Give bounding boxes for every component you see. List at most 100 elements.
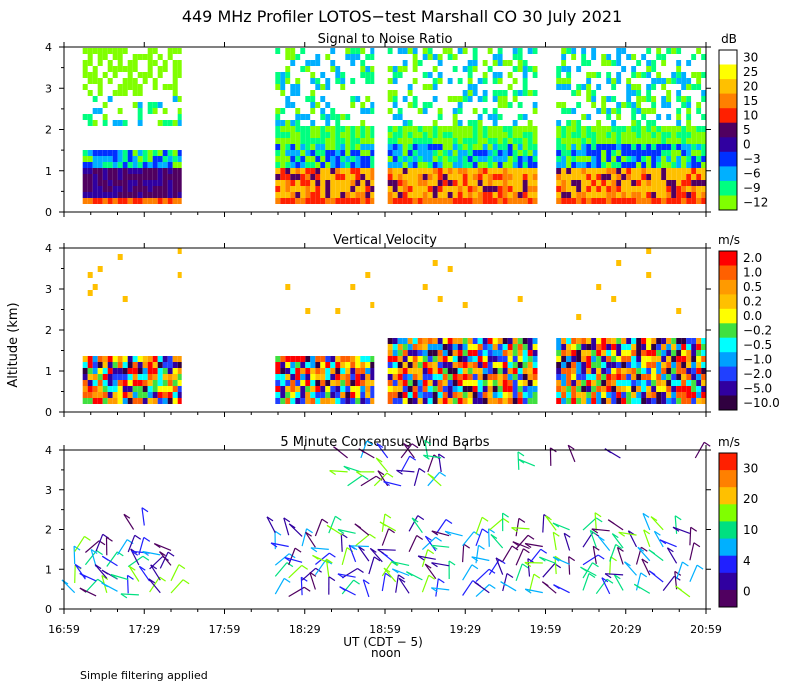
wind-barb <box>597 536 611 551</box>
heatmap-cell <box>315 192 321 198</box>
heatmap-cell <box>300 392 306 398</box>
heatmap-cell <box>681 108 687 114</box>
heatmap-cell <box>437 356 443 362</box>
heatmap-cell <box>275 392 281 398</box>
heatmap-cell <box>407 48 413 54</box>
heatmap-cell <box>177 102 182 108</box>
heatmap-cell <box>686 138 692 144</box>
heatmap-cell <box>370 54 375 60</box>
heatmap-cell <box>127 392 133 398</box>
heatmap-cell <box>502 356 508 362</box>
wind-barb <box>424 439 432 459</box>
heatmap-cell <box>315 54 321 60</box>
heatmap-cell <box>467 144 473 150</box>
heatmap-cell <box>527 132 533 138</box>
heatmap-cell <box>656 356 662 362</box>
heatmap-cell <box>320 392 326 398</box>
heatmap-cell <box>92 114 98 120</box>
heatmap-cell <box>112 192 118 198</box>
barb-flag <box>90 549 98 554</box>
heatmap-cell <box>127 78 133 84</box>
heatmap-cell <box>576 72 582 78</box>
heatmap-cell <box>157 174 163 180</box>
heatmap-cell <box>616 386 622 392</box>
barb-flag <box>350 545 358 551</box>
heatmap-cell <box>147 386 153 392</box>
colorbar-swatch <box>719 395 737 411</box>
heatmap-cell <box>661 338 667 344</box>
heatmap-cell <box>462 192 468 198</box>
barb-flag <box>79 587 87 593</box>
heatmap-cell <box>621 72 627 78</box>
heatmap-cell <box>365 48 371 54</box>
heatmap-cell <box>157 102 163 108</box>
heatmap-cell <box>290 48 296 54</box>
barb-flag <box>430 587 438 593</box>
wind-barb <box>609 544 623 562</box>
heatmap-cell <box>300 48 306 54</box>
heatmap-cell <box>162 102 168 108</box>
heatmap-cell <box>397 350 403 356</box>
heatmap-cell <box>392 108 398 114</box>
heatmap-cell <box>325 180 331 186</box>
barb-flag <box>106 536 113 542</box>
heatmap-cell <box>402 102 408 108</box>
heatmap-cell <box>360 380 366 386</box>
heatmap-cell <box>631 66 637 72</box>
heatmap-cell <box>397 180 403 186</box>
barb-flag <box>101 575 109 580</box>
heatmap-cell <box>132 192 138 198</box>
heatmap-cell <box>305 102 311 108</box>
heatmap-cell <box>596 138 602 144</box>
heatmap-cell <box>651 66 657 72</box>
heatmap-cell <box>626 356 632 362</box>
heatmap-cell <box>561 180 567 186</box>
heatmap-cell <box>527 102 533 108</box>
heatmap-cell <box>571 192 577 198</box>
heatmap-cell <box>300 192 306 198</box>
heatmap-cell <box>586 72 592 78</box>
heatmap-cell <box>275 156 281 162</box>
barb-staff <box>337 528 356 534</box>
heatmap-cell <box>325 138 331 144</box>
heatmap-cell <box>127 186 133 192</box>
heatmap-cell <box>132 60 138 66</box>
wind-barb <box>528 573 541 592</box>
heatmap-cell <box>102 186 108 192</box>
heatmap-cell <box>517 368 523 374</box>
heatmap-cell <box>300 102 306 108</box>
heatmap-cell <box>177 272 182 278</box>
y-tick-label: 1 <box>45 365 52 378</box>
heatmap-cell <box>310 60 316 66</box>
heatmap-cell <box>92 180 98 186</box>
heatmap-cell <box>646 380 652 386</box>
heatmap-cell <box>646 162 652 168</box>
heatmap-cell <box>636 156 642 162</box>
barb-staff <box>127 535 136 553</box>
heatmap-cell <box>571 356 577 362</box>
heatmap-cell <box>561 120 567 126</box>
heatmap-cell <box>392 84 398 90</box>
barb-flag <box>502 518 510 523</box>
heatmap-cell <box>280 102 286 108</box>
heatmap-cell <box>330 168 336 174</box>
heatmap-cell <box>556 126 562 132</box>
heatmap-cell <box>345 102 351 108</box>
heatmap-cell <box>696 120 702 126</box>
heatmap-cell <box>636 84 642 90</box>
heatmap-cell <box>576 132 582 138</box>
heatmap-cell <box>601 180 607 186</box>
heatmap-cell <box>616 392 622 398</box>
barb-flag <box>326 558 333 564</box>
heatmap-cell <box>157 114 163 120</box>
heatmap-cell <box>556 60 562 66</box>
heatmap-cell <box>462 84 468 90</box>
heatmap-cell <box>407 138 413 144</box>
heatmap-cell <box>636 386 642 392</box>
heatmap-cell <box>556 344 562 350</box>
barb-flag <box>97 578 104 584</box>
heatmap-cell <box>417 356 423 362</box>
heatmap-cell <box>305 60 311 66</box>
heatmap-cell <box>502 380 508 386</box>
heatmap-cell <box>330 192 336 198</box>
